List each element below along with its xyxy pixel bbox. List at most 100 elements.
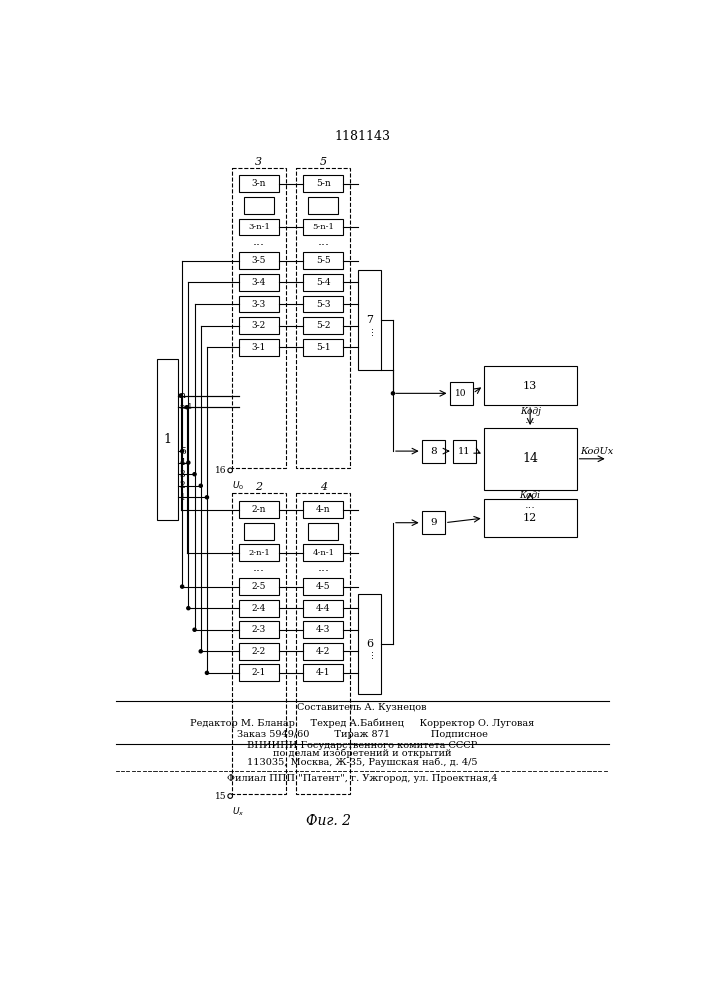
Text: 2-3: 2-3	[252, 625, 266, 634]
Bar	[358, 594, 381, 694]
Text: 4-n-1: 4-n-1	[312, 549, 334, 557]
Text: 4-2: 4-2	[316, 647, 330, 656]
Circle shape	[185, 406, 188, 409]
Text: 1: 1	[180, 493, 185, 502]
Bar	[303, 274, 344, 291]
Bar	[232, 493, 286, 794]
Circle shape	[206, 671, 209, 674]
Text: 12: 12	[523, 513, 537, 523]
Bar	[239, 578, 279, 595]
Text: 8: 8	[430, 447, 436, 456]
Bar	[239, 175, 279, 192]
Text: 11: 11	[458, 447, 470, 456]
Text: 5: 5	[320, 157, 327, 167]
Text: 3: 3	[180, 470, 185, 479]
Text: 4-1: 4-1	[316, 668, 330, 677]
Bar	[239, 501, 279, 518]
Bar	[244, 523, 274, 540]
Text: 4: 4	[180, 458, 185, 467]
Text: 3-5: 3-5	[252, 256, 266, 265]
Bar	[156, 359, 178, 520]
Text: 5-n-1: 5-n-1	[312, 223, 334, 231]
Bar	[239, 252, 279, 269]
Text: 6: 6	[366, 639, 373, 649]
Text: ...: ...	[317, 235, 329, 248]
Text: ...: ...	[253, 235, 265, 248]
Text: 14: 14	[522, 452, 538, 465]
Bar	[232, 168, 286, 468]
Text: 2: 2	[255, 482, 262, 492]
Text: ...: ...	[525, 415, 536, 425]
Text: 10: 10	[455, 389, 467, 398]
Bar	[303, 643, 344, 660]
Text: 1: 1	[163, 433, 171, 446]
Text: 3: 3	[255, 157, 262, 167]
Text: 2-5: 2-5	[252, 582, 266, 591]
Text: 15: 15	[215, 792, 226, 801]
Text: 5-1: 5-1	[316, 343, 330, 352]
Text: ...: ...	[253, 561, 265, 574]
Bar	[303, 600, 344, 617]
Bar	[450, 382, 473, 405]
Text: 2-4: 2-4	[252, 604, 266, 613]
Text: 5-3: 5-3	[316, 300, 330, 309]
Circle shape	[180, 450, 184, 453]
Bar	[239, 339, 279, 356]
Text: 2-2: 2-2	[252, 647, 266, 656]
Text: Фиг. 2: Фиг. 2	[306, 814, 351, 828]
Text: 5-5: 5-5	[316, 256, 331, 265]
Bar	[303, 175, 344, 192]
Text: 5-n: 5-n	[316, 179, 331, 188]
Text: 9: 9	[430, 518, 436, 527]
Text: по делам изобретений и открытий: по делам изобретений и открытий	[273, 749, 451, 758]
Bar	[239, 664, 279, 681]
Circle shape	[206, 496, 209, 499]
Circle shape	[187, 461, 190, 464]
Bar	[239, 274, 279, 291]
Text: 3-n-1: 3-n-1	[248, 223, 270, 231]
Text: ...: ...	[317, 561, 329, 574]
Text: 7: 7	[366, 315, 373, 325]
Circle shape	[193, 473, 196, 476]
Text: 1181143: 1181143	[334, 130, 390, 143]
Bar	[239, 600, 279, 617]
Bar	[421, 511, 445, 534]
Text: ...: ...	[525, 500, 536, 510]
Bar	[239, 544, 279, 561]
Text: 3-n: 3-n	[252, 179, 266, 188]
Bar	[239, 219, 279, 235]
Text: 3-2: 3-2	[252, 321, 266, 330]
Bar	[303, 578, 344, 595]
Circle shape	[199, 484, 202, 487]
Text: Кодj: Кодj	[520, 407, 541, 416]
Bar	[296, 493, 351, 794]
Text: 2: 2	[180, 481, 185, 490]
Text: 4-4: 4-4	[316, 604, 330, 613]
Text: n: n	[180, 391, 186, 400]
Text: $U_0$: $U_0$	[232, 480, 244, 492]
Bar	[239, 317, 279, 334]
Circle shape	[392, 392, 395, 395]
Text: 2-n-1: 2-n-1	[248, 549, 270, 557]
Text: 113035, Москва, Ж-35, Раушская наб., д. 4/5: 113035, Москва, Ж-35, Раушская наб., д. …	[247, 757, 477, 767]
Circle shape	[199, 650, 202, 653]
Bar	[421, 440, 445, 463]
Text: $U_x$: $U_x$	[232, 805, 244, 818]
Text: 3-3: 3-3	[252, 300, 266, 309]
Text: Филиал ППП "Патент", г. Ужгород, ул. Проектная,4: Филиал ППП "Патент", г. Ужгород, ул. Про…	[227, 774, 497, 783]
Text: 16: 16	[215, 466, 226, 475]
Bar	[308, 523, 338, 540]
Text: 3-1: 3-1	[252, 343, 266, 352]
Bar	[244, 197, 274, 214]
Bar	[452, 440, 476, 463]
Bar	[303, 339, 344, 356]
Text: 4-3: 4-3	[316, 625, 330, 634]
Text: 3-4: 3-4	[252, 278, 266, 287]
Bar	[484, 366, 577, 405]
Text: 4: 4	[320, 482, 327, 492]
Text: КодUx: КодUx	[580, 447, 614, 456]
Text: Кодi: Кодi	[520, 491, 541, 500]
Bar	[303, 664, 344, 681]
Text: ...: ...	[365, 326, 375, 335]
Text: 5-4: 5-4	[316, 278, 330, 287]
